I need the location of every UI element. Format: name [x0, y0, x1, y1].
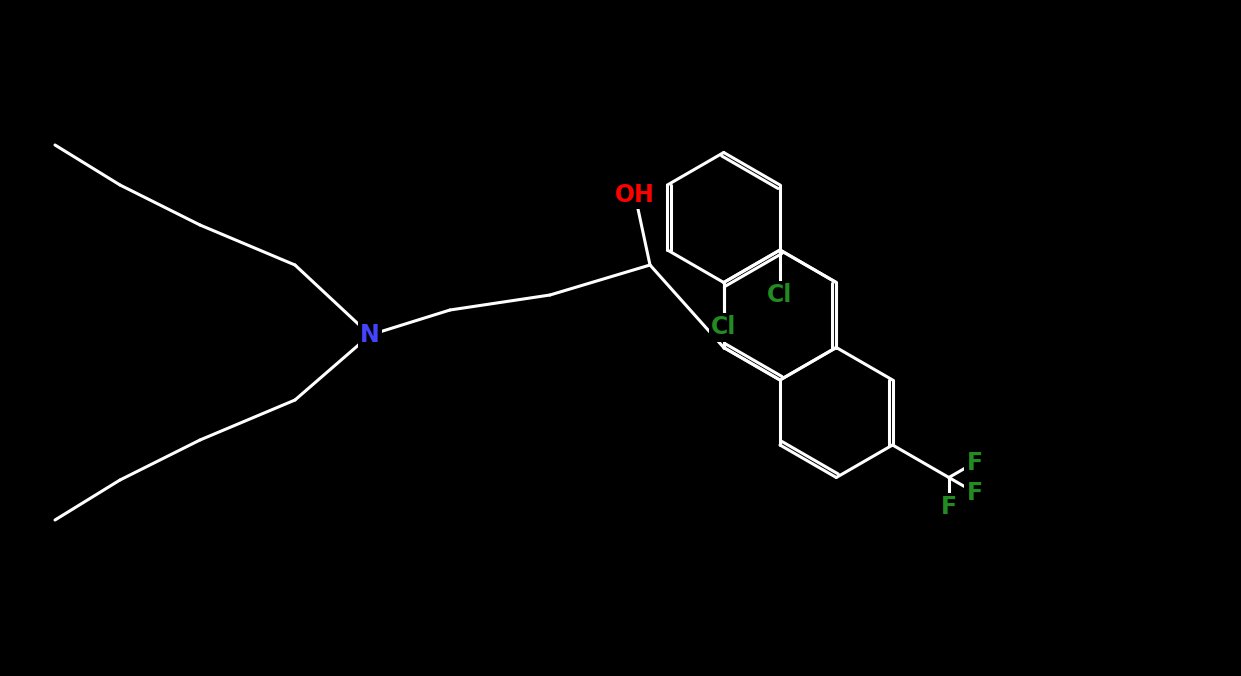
Text: F: F [941, 496, 957, 519]
Text: Cl: Cl [767, 283, 793, 307]
Text: N: N [360, 323, 380, 347]
Text: Cl: Cl [711, 316, 736, 339]
Text: F: F [967, 481, 983, 504]
Text: OH: OH [616, 183, 655, 207]
Text: F: F [967, 450, 983, 475]
